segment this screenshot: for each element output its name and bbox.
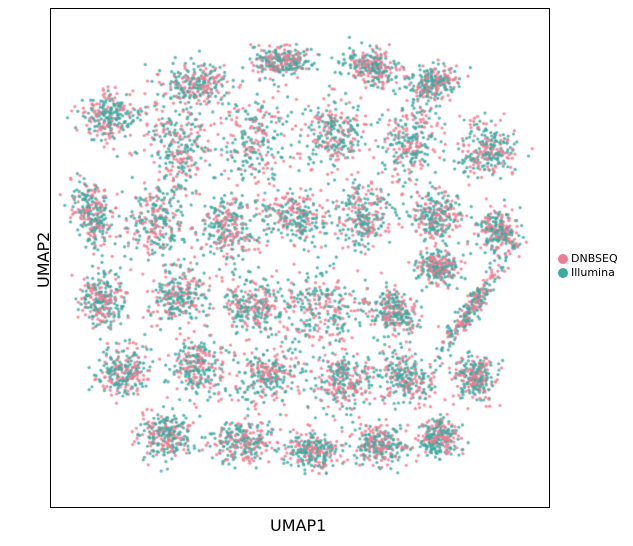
legend-swatch-illumina xyxy=(558,268,568,278)
plot-area xyxy=(50,8,550,508)
legend-label-dnbseq: DNBSEQ xyxy=(571,252,618,266)
legend: DNBSEQ Illumina xyxy=(558,252,618,280)
legend-item-illumina: Illumina xyxy=(558,266,618,280)
legend-swatch-dnbseq xyxy=(558,254,568,264)
y-axis-label: UMAP2 xyxy=(34,232,53,288)
x-axis-label: UMAP1 xyxy=(270,516,326,535)
figure: UMAP1 UMAP2 DNBSEQ Illumina xyxy=(0,0,633,546)
legend-label-illumina: Illumina xyxy=(571,266,615,280)
scatter-canvas xyxy=(51,9,550,508)
legend-item-dnbseq: DNBSEQ xyxy=(558,252,618,266)
